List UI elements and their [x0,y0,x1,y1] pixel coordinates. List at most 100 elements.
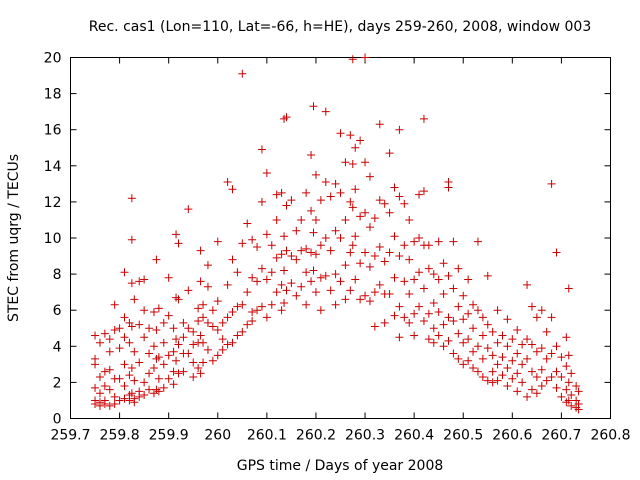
data-point [243,219,252,228]
data-point [434,237,443,246]
data-point [419,284,428,293]
y-tick-label: 14 [44,159,62,175]
data-point [449,317,458,326]
data-point [385,248,394,257]
data-point [159,318,168,327]
data-point [488,327,497,336]
data-point [130,398,139,407]
data-point [307,206,316,215]
data-point [223,340,232,349]
data-point [282,113,291,122]
data-point [410,237,419,246]
data-point [385,149,394,158]
data-point [361,53,370,62]
data-point [159,383,168,392]
data-point [267,300,276,309]
data-point [542,354,551,363]
data-point [287,196,296,205]
data-point [361,158,370,167]
data-point [469,300,478,309]
data-point [238,69,247,78]
data-point [464,356,473,365]
data-point [277,306,286,315]
data-point [115,374,124,383]
data-point [400,277,409,286]
data-point [100,400,109,409]
data-point [351,185,360,194]
data-point [302,188,311,197]
data-point [336,277,345,286]
data-point [547,313,556,322]
data-point [248,273,257,282]
data-point [473,367,482,376]
data-point [503,315,512,324]
data-point [120,382,129,391]
data-point [267,241,276,250]
data-point [91,383,100,392]
data-point [370,214,379,223]
data-point [351,143,360,152]
data-point [248,308,257,317]
data-point [424,335,433,344]
data-point [309,228,318,237]
data-point [238,327,247,336]
data-point [248,317,257,326]
data-point [174,340,183,349]
data-point [302,300,311,309]
data-point [196,246,205,255]
y-axis: 0 2 4 6 8 10 12 14 16 18 20 [44,51,611,428]
data-point [179,318,188,327]
data-point [346,131,355,140]
y-tick-label: 0 [53,412,62,428]
data-point [508,335,517,344]
data-point [233,268,242,277]
data-point [196,277,205,286]
data-point [469,363,478,372]
data-point [95,338,104,347]
data-point [154,304,163,313]
data-point [154,374,163,383]
data-point [532,372,541,381]
data-point [419,114,428,123]
data-point [135,358,144,367]
data-point [478,372,487,381]
data-point [370,252,379,261]
data-point [154,353,163,362]
data-point [248,235,257,244]
data-point [228,338,237,347]
data-point [552,248,561,257]
data-point [164,273,173,282]
data-point [415,234,424,242]
data-point [449,237,458,246]
data-point [120,268,129,277]
x-tick-label: 260.2 [296,428,336,444]
x-axis-label: GPS time / Days of year 2008 [237,458,444,474]
data-point [469,347,478,356]
data-point [95,389,104,398]
data-point [454,329,463,338]
data-point [439,289,448,298]
data-point [223,313,232,322]
data-point [518,378,527,387]
x-tick-label: 260.8 [590,428,630,444]
data-point [228,308,237,317]
data-point [127,194,136,203]
data-point [130,295,139,304]
data-point [564,396,573,405]
data-point [140,306,149,315]
data-point [478,313,487,322]
data-point [277,280,286,289]
data-point [365,297,374,306]
x-tick-label: 260.4 [394,428,434,444]
data-point [297,215,306,224]
data-point [199,338,208,347]
data-point [415,302,424,311]
data-point [459,315,468,324]
data-point [552,342,561,351]
x-tick-label: 260 [204,428,231,444]
data-point [208,306,217,315]
data-point [518,360,527,369]
data-point [326,286,335,295]
data-point [361,248,370,257]
data-point [127,363,136,372]
